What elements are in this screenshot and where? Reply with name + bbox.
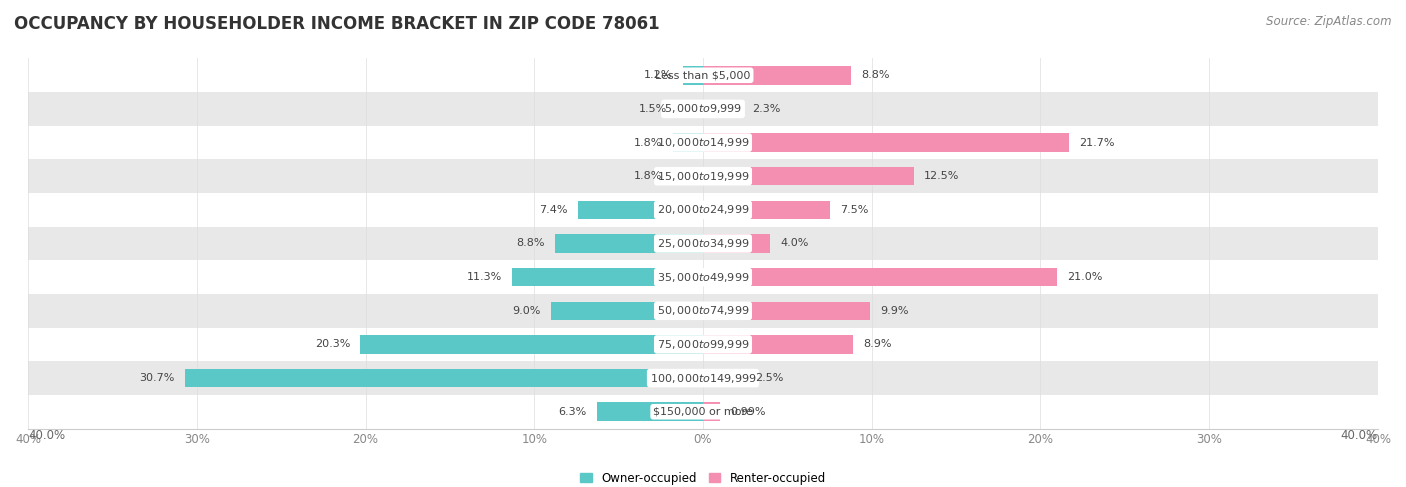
Bar <box>28 226 1378 261</box>
Text: $35,000 to $49,999: $35,000 to $49,999 <box>657 271 749 283</box>
Bar <box>672 167 703 186</box>
Bar <box>703 100 742 118</box>
Bar <box>596 402 703 421</box>
Bar <box>683 66 703 85</box>
Bar <box>703 66 852 85</box>
Text: 6.3%: 6.3% <box>558 407 586 417</box>
Text: 12.5%: 12.5% <box>924 171 959 181</box>
Bar <box>672 133 703 152</box>
Bar <box>578 201 703 219</box>
Text: $10,000 to $14,999: $10,000 to $14,999 <box>657 136 749 149</box>
Bar <box>703 402 720 421</box>
Text: $75,000 to $99,999: $75,000 to $99,999 <box>657 338 749 351</box>
Text: 0.99%: 0.99% <box>730 407 765 417</box>
Bar <box>28 328 1378 361</box>
Bar <box>551 301 703 320</box>
Bar <box>512 268 703 286</box>
Bar <box>678 100 703 118</box>
Text: 7.5%: 7.5% <box>839 205 868 215</box>
Bar <box>703 133 1069 152</box>
Text: 8.8%: 8.8% <box>862 70 890 80</box>
Bar <box>28 361 1378 395</box>
Bar <box>360 335 703 354</box>
Bar <box>703 268 1057 286</box>
Bar <box>28 92 1378 126</box>
Text: 1.8%: 1.8% <box>634 137 662 148</box>
Text: 8.8%: 8.8% <box>516 239 544 248</box>
Bar <box>28 261 1378 294</box>
Text: 1.8%: 1.8% <box>634 171 662 181</box>
Text: $25,000 to $34,999: $25,000 to $34,999 <box>657 237 749 250</box>
Text: $150,000 or more: $150,000 or more <box>654 407 752 417</box>
Text: 21.7%: 21.7% <box>1080 137 1115 148</box>
Text: 20.3%: 20.3% <box>315 339 350 350</box>
Bar <box>703 167 914 186</box>
Text: 30.7%: 30.7% <box>139 373 174 383</box>
Bar <box>28 58 1378 92</box>
Text: 40.0%: 40.0% <box>28 429 65 442</box>
Text: 1.2%: 1.2% <box>644 70 672 80</box>
Text: $100,000 to $149,999: $100,000 to $149,999 <box>650 372 756 385</box>
Text: 2.5%: 2.5% <box>755 373 783 383</box>
Text: 21.0%: 21.0% <box>1067 272 1102 282</box>
Bar <box>703 335 853 354</box>
Text: 8.9%: 8.9% <box>863 339 891 350</box>
Legend: Owner-occupied, Renter-occupied: Owner-occupied, Renter-occupied <box>575 467 831 487</box>
Bar <box>703 201 830 219</box>
Bar <box>554 234 703 253</box>
Text: 11.3%: 11.3% <box>467 272 502 282</box>
Text: $15,000 to $19,999: $15,000 to $19,999 <box>657 169 749 183</box>
Text: 9.0%: 9.0% <box>513 306 541 316</box>
Bar <box>28 294 1378 328</box>
Text: Less than $5,000: Less than $5,000 <box>655 70 751 80</box>
Bar <box>703 234 770 253</box>
Text: Source: ZipAtlas.com: Source: ZipAtlas.com <box>1267 15 1392 28</box>
Text: OCCUPANCY BY HOUSEHOLDER INCOME BRACKET IN ZIP CODE 78061: OCCUPANCY BY HOUSEHOLDER INCOME BRACKET … <box>14 15 659 33</box>
Text: 1.5%: 1.5% <box>640 104 668 114</box>
Text: 7.4%: 7.4% <box>540 205 568 215</box>
Bar <box>28 193 1378 226</box>
Bar <box>28 159 1378 193</box>
Bar <box>703 369 745 387</box>
Text: $5,000 to $9,999: $5,000 to $9,999 <box>664 102 742 115</box>
Text: 40.0%: 40.0% <box>1341 429 1378 442</box>
Text: 2.3%: 2.3% <box>752 104 780 114</box>
Bar <box>703 301 870 320</box>
Bar <box>28 126 1378 159</box>
Text: 9.9%: 9.9% <box>880 306 908 316</box>
Bar <box>28 395 1378 429</box>
Text: $20,000 to $24,999: $20,000 to $24,999 <box>657 204 749 216</box>
Text: 4.0%: 4.0% <box>780 239 808 248</box>
Text: $50,000 to $74,999: $50,000 to $74,999 <box>657 304 749 318</box>
Bar <box>186 369 703 387</box>
